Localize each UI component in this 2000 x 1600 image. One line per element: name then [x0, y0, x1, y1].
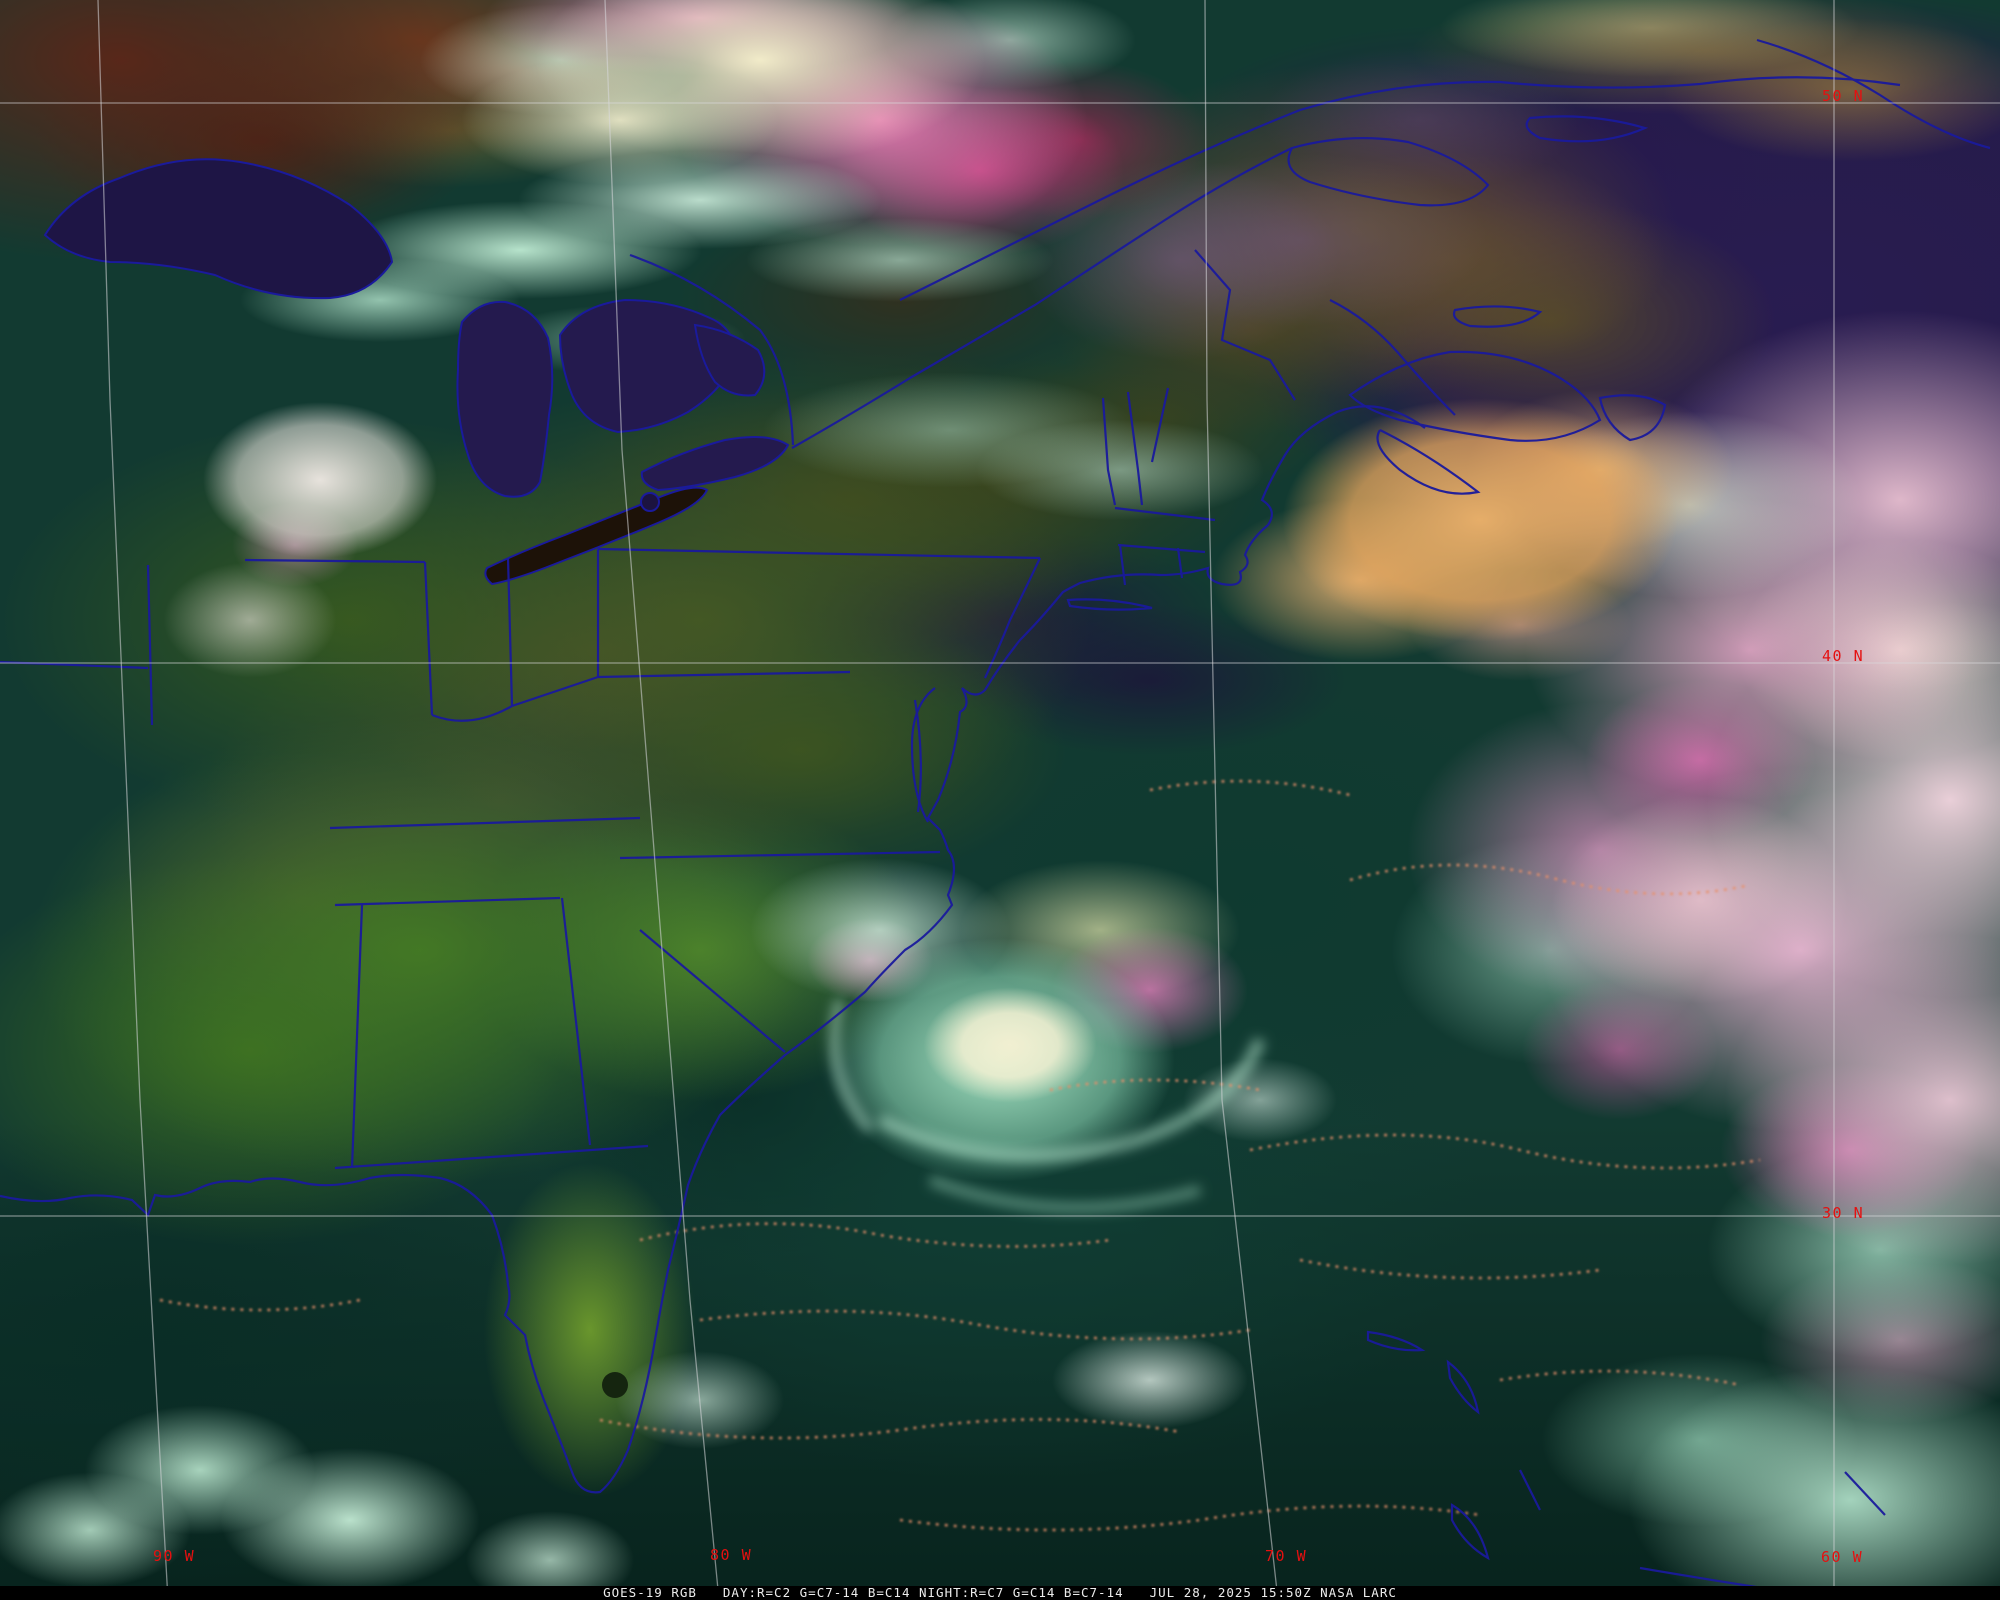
state-border-ma-north	[1114, 506, 1216, 522]
state-border-va-nc	[619, 850, 941, 860]
new-brunswick-coast	[1329, 299, 1456, 416]
ottawa-river-border	[629, 253, 795, 446]
lat-label-30n: 30 N	[1822, 1204, 1865, 1222]
status-timestamp: JUL 28, 2025 15:50Z NASA LARC	[1149, 1585, 1397, 1600]
lon-label-90w: 90 W	[153, 1547, 196, 1565]
status-product-label: GOES-19 RGB	[603, 1585, 697, 1600]
state-border-ny-vt	[1101, 397, 1117, 506]
gridline-lon-80w	[604, 0, 720, 1600]
storm-swirl-bands	[829, 998, 1266, 1213]
orange-cloud-streaks	[159, 779, 1761, 1532]
lake-michigan	[456, 300, 554, 498]
eleuthera-island	[1519, 1469, 1541, 1511]
quebec-north-shore	[899, 76, 1901, 301]
newfoundland-coast	[1756, 38, 1991, 150]
andros-island	[1450, 1503, 1490, 1561]
state-border-west-2	[146, 564, 154, 726]
lake-ontario	[640, 436, 790, 492]
state-border-ky-tn	[329, 816, 641, 830]
lake-st-clair	[640, 492, 660, 512]
anticosti-island	[1525, 115, 1649, 143]
island-southeast	[1844, 1471, 1886, 1516]
gridline-lon-90w	[97, 0, 169, 1600]
lat-label-50n: 50 N	[1822, 87, 1865, 105]
cape-breton	[1598, 394, 1667, 442]
georgian-bay	[693, 323, 766, 397]
state-border-al-ga	[560, 897, 592, 1146]
lon-label-80w: 80 W	[710, 1546, 753, 1564]
lake-superior	[43, 158, 394, 300]
lake-okeechobee	[602, 1372, 628, 1398]
state-border-ny-ct	[1118, 544, 1127, 586]
state-border-fl-north	[334, 1144, 649, 1170]
bay-of-fundy	[1376, 429, 1481, 495]
prince-edward-island	[1452, 305, 1543, 328]
st-lawrence-river	[791, 147, 1293, 449]
lat-label-40n: 40 N	[1822, 647, 1865, 665]
state-border-pa-nj-delaware-river	[984, 557, 1041, 679]
gridline-lon-70w	[1204, 0, 1279, 1600]
status-bar: GOES-19 RGB DAY:R=C2 G=C7-14 B=C14 NIGHT…	[0, 1586, 2000, 1600]
lon-label-60w: 60 W	[1821, 1548, 1864, 1566]
state-border-nh-me	[1150, 387, 1170, 463]
state-border-vt-nh	[1126, 391, 1144, 506]
state-border-ma-ct	[1117, 543, 1206, 554]
gaspe-peninsula	[1287, 137, 1490, 207]
long-island	[1066, 598, 1153, 611]
status-rgb-recipe: DAY:R=C2 G=C7-14 B=C14 NIGHT:R=C7 G=C14 …	[722, 1585, 1124, 1600]
state-border-in-oh	[506, 557, 514, 707]
lon-label-70w: 70 W	[1265, 1547, 1308, 1565]
state-border-ohio-river	[431, 675, 599, 722]
state-border-wi-il	[244, 558, 426, 564]
state-border-il-in	[423, 561, 434, 716]
chesapeake-bay	[913, 699, 922, 813]
state-border-pa-md	[597, 670, 851, 679]
lake-erie	[484, 486, 709, 586]
nova-scotia	[1348, 350, 1602, 442]
maine-canada-border	[1194, 249, 1296, 401]
state-border-nc-sc	[639, 929, 786, 1053]
atlantic-gulf-coastline	[0, 405, 1426, 1494]
state-border-ct-ri	[1176, 547, 1184, 579]
abaco-island	[1446, 1359, 1480, 1415]
state-border-ms-al	[350, 904, 364, 1169]
grand-bahama	[1366, 1330, 1426, 1352]
state-border-tn-south	[334, 896, 561, 907]
state-border-ny-pa	[597, 547, 1041, 560]
great-lakes	[43, 158, 790, 1398]
